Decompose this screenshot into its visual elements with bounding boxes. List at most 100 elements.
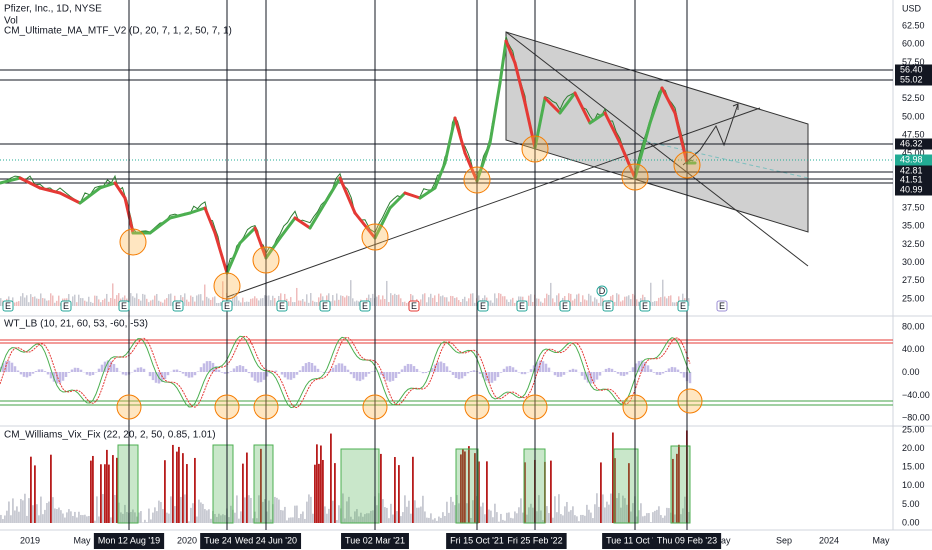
volume-bar [268,295,270,306]
volume-bar [130,293,132,306]
vix-bar [580,514,582,523]
vix-bar [366,513,368,523]
oscillator-tick-label: 80.00 [902,321,925,331]
vix-bar [10,515,12,523]
vix-bar [276,497,278,523]
volume-bar [438,293,440,306]
vix-bar [42,514,44,523]
vix-bar [360,512,362,523]
volume-bar [612,294,614,306]
volume-bar [660,297,662,306]
vix-bar [118,502,120,523]
volume-bar [376,296,378,306]
vix-bar [116,457,118,523]
volume-bar [266,295,268,306]
volume-bar [110,298,112,306]
volume-bar [632,293,634,306]
volume-bar [156,293,158,306]
vix-bar [76,517,78,523]
vix-bar [66,512,68,523]
vix-bar [82,515,84,523]
vix-bar [22,500,24,523]
ma-segment [588,111,607,125]
volume-bar [428,297,430,306]
volume-bar [442,295,444,306]
vix-bar [592,518,594,523]
vix-bar [478,461,480,523]
volume-bar [116,295,118,306]
volume-bar [340,295,342,306]
volume-bar [600,293,602,306]
volume-bar [52,295,54,306]
volume-bar [288,301,290,306]
vix-bar [612,432,614,523]
oscillator-tick-label: 40.00 [902,344,925,354]
vix-bar [240,511,242,523]
vix-bar [484,514,486,523]
volume-bar [242,297,244,306]
volume-bar [590,295,592,306]
earnings-marker [276,300,288,312]
vix-bar [682,508,684,523]
vix-bar [642,516,644,523]
vix-bar [474,453,476,523]
vix-bar [604,507,606,523]
vix-bar [334,463,336,523]
vix-bar [64,517,66,523]
vix-bar [668,508,670,523]
vix-bar [662,517,664,523]
vix-bar [228,517,230,523]
earnings-marker [221,300,233,312]
volume-bar [192,296,194,306]
ma-segment [213,231,229,275]
highlight-circle [521,135,549,163]
highlight-circle [464,394,490,420]
volume-bar [190,295,192,306]
vix-bar [554,496,556,523]
volume-bar [472,293,474,306]
volume-bar [296,287,298,306]
vix-bar [158,500,160,523]
volume-bar [512,297,514,306]
vix-bar [392,514,394,523]
volume-bar [252,298,254,306]
volume-bar [394,293,396,306]
earnings-label: E [5,301,11,311]
vix-bar [286,520,288,523]
volume-bar [456,297,458,306]
vix-bar [546,506,548,523]
signal-box [613,448,639,524]
volume-bar [134,297,136,306]
earnings-label: E [175,301,181,311]
volume-bar [570,293,572,306]
volume-bar [32,296,34,306]
vix-bar [364,514,366,523]
time-tick-label: 2020 [177,535,197,545]
volume-bar [468,298,470,306]
volume-bar [188,301,190,306]
volume-bar [578,293,580,306]
vix-bar [284,506,286,523]
volume-bar [576,294,578,306]
vix-bar [74,511,76,523]
vix-bar [324,506,326,523]
volume-bar [94,295,96,306]
volume-bar [498,293,500,306]
vix-bar [472,500,474,523]
volume-bar [674,302,676,306]
ma-segment [533,96,547,150]
earnings-marker [559,300,571,312]
volume-bar [76,302,78,306]
volume-bar [54,302,56,306]
volume-bar [550,282,552,306]
vix-bar [504,520,506,523]
ma-segment [168,211,192,220]
volume-bar [352,298,354,306]
vix-bar [394,457,396,523]
vix-bar [432,519,434,523]
vix-bar [560,514,562,523]
vix-bar [442,512,444,523]
volume-bar [292,302,294,306]
earnings-marker [477,300,489,312]
volume-bar [444,297,446,306]
